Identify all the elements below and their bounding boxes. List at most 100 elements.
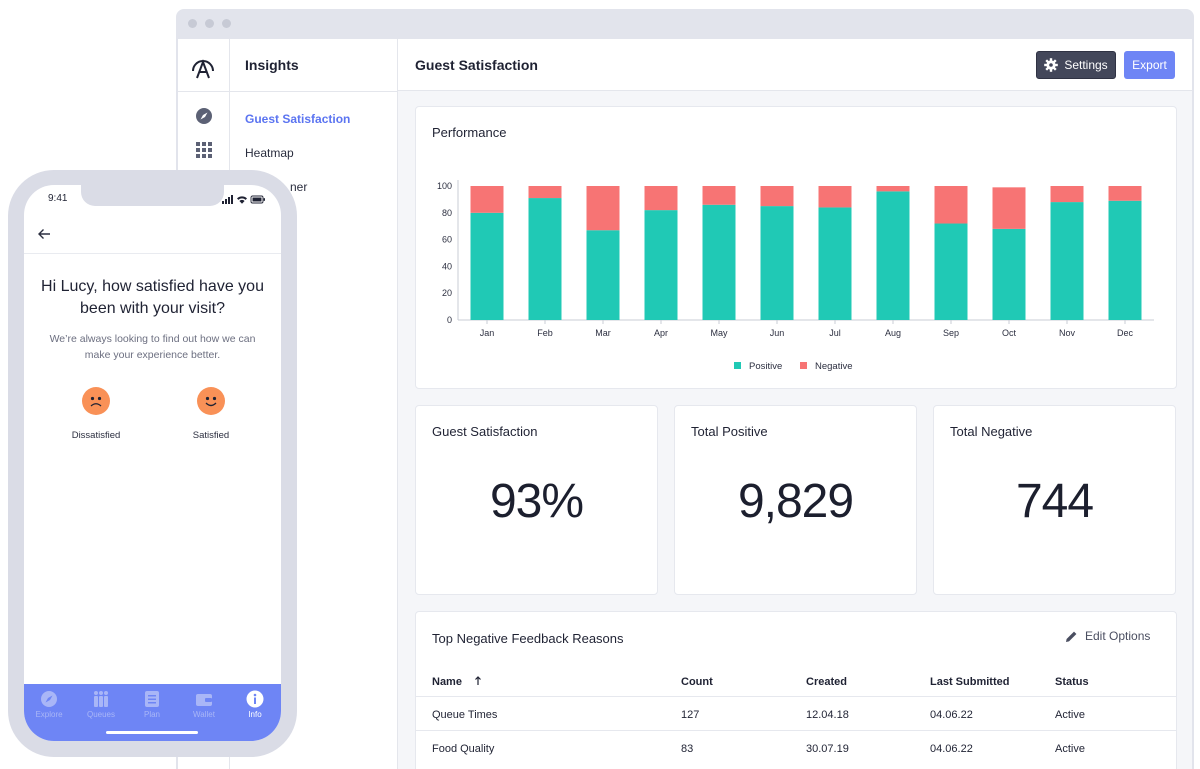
stat-card-total-negative: Total Negative 744 <box>933 405 1176 595</box>
x-tick-label: Oct <box>1002 328 1017 338</box>
export-button[interactable]: Export <box>1124 51 1175 79</box>
signal-icon <box>222 195 233 204</box>
title-bar <box>176 9 1194 39</box>
sad-face-icon[interactable] <box>82 387 110 415</box>
tab-label: Plan <box>143 710 160 719</box>
stat-value: 93% <box>489 475 584 528</box>
bar-positive <box>760 206 794 320</box>
app-body: Insights Guest Satisfaction Heatmap ner … <box>178 39 1192 769</box>
bar-positive <box>992 228 1026 320</box>
bar-negative <box>528 186 562 199</box>
bar-negative <box>934 186 968 224</box>
bar-negative <box>992 187 1026 229</box>
column-header-name[interactable]: Name <box>432 676 482 688</box>
question-subtext: We’re always looking to find out how we … <box>49 333 256 361</box>
logo-icon[interactable] <box>190 51 216 79</box>
arrow-up-icon <box>475 676 481 685</box>
feedback-card: Top Negative Feedback Reasons Edit Optio… <box>415 611 1177 769</box>
bar-negative <box>644 186 678 211</box>
stat-title: Total Positive <box>691 424 768 439</box>
x-tick-label: May <box>710 328 728 338</box>
cell-last-submitted: 04.06.22 <box>930 743 973 755</box>
cell-count: 83 <box>681 743 694 755</box>
x-tick-label: Nov <box>1059 328 1076 338</box>
info-icon <box>246 690 264 708</box>
x-tick-label: Sep <box>943 328 959 338</box>
bar-positive <box>470 212 504 320</box>
phone-frame: 9:41 Hi Lucy, how satisfied have you bee… <box>8 170 297 757</box>
tab-queues[interactable]: Queues <box>81 690 121 719</box>
phone-divider <box>24 253 281 254</box>
x-tick-label: Apr <box>654 328 668 338</box>
performance-title: Performance <box>432 125 507 140</box>
compass-icon <box>41 691 57 707</box>
edit-options-button[interactable]: Edit Options <box>1065 629 1150 643</box>
wallet-icon <box>196 694 212 706</box>
cell-status: Active <box>1055 743 1085 755</box>
legend-swatch-negative <box>800 362 807 369</box>
column-header-count[interactable]: Count <box>681 676 713 688</box>
back-arrow-icon[interactable] <box>37 228 51 240</box>
bar-positive <box>528 198 562 320</box>
bar-positive <box>644 210 678 320</box>
tab-label: Wallet <box>193 710 215 719</box>
tab-info[interactable]: Info <box>235 690 275 719</box>
legend-label-negative: Negative <box>815 361 853 372</box>
y-tick-label: 60 <box>442 235 452 245</box>
x-tick-label: Jun <box>770 328 785 338</box>
sidebar-item-heatmap[interactable]: Heatmap <box>245 146 294 160</box>
bar-positive <box>586 230 620 320</box>
window-dot-close[interactable] <box>188 19 197 28</box>
stat-card-guest-satisfaction: Guest Satisfaction 93% <box>415 405 658 595</box>
table-header: Name Count Created Last Submitted Status <box>416 664 1176 698</box>
list-icon <box>145 691 159 707</box>
cell-created: 12.04.18 <box>806 709 849 721</box>
y-tick-label: 0 <box>447 315 452 325</box>
x-tick-label: Aug <box>885 328 901 338</box>
sidebar-item-guest-satisfaction[interactable]: Guest Satisfaction <box>245 112 351 126</box>
tab-wallet[interactable]: Wallet <box>184 690 224 719</box>
grid-icon[interactable] <box>195 141 213 159</box>
bar-positive <box>934 223 968 320</box>
bar-negative <box>586 186 620 231</box>
tab-label: Explore <box>35 710 63 719</box>
x-tick-label: Dec <box>1117 328 1134 338</box>
main-content: Guest Satisfaction <box>398 39 1192 769</box>
x-tick-label: Feb <box>537 328 553 338</box>
home-indicator <box>106 731 198 734</box>
y-tick-label: 20 <box>442 288 452 298</box>
compass-icon[interactable] <box>195 107 213 125</box>
phone-screen: 9:41 Hi Lucy, how satisfied have you bee… <box>24 185 281 741</box>
window-dot-maximize[interactable] <box>222 19 231 28</box>
bar-negative <box>876 186 910 192</box>
stat-title: Total Negative <box>950 424 1033 439</box>
tab-label: Queues <box>86 710 116 719</box>
cell-count: 127 <box>681 709 700 721</box>
bar-negative <box>702 186 736 205</box>
y-tick-label: 40 <box>442 261 452 271</box>
table-row[interactable]: Queue Times 127 12.04.18 04.06.22 Active <box>416 696 1176 730</box>
tab-explore[interactable]: Explore <box>29 690 69 719</box>
sidebar-item-planner[interactable]: ner <box>290 180 308 194</box>
tab-plan[interactable]: Plan <box>132 690 172 719</box>
option-label-dissatisfied: Dissatisfied <box>71 430 121 441</box>
battery-icon <box>250 195 265 204</box>
window-dot-minimize[interactable] <box>205 19 214 28</box>
stat-value: 744 <box>1015 475 1094 528</box>
app-window: Insights Guest Satisfaction Heatmap ner … <box>176 9 1194 769</box>
performance-card: Performance 0 20 40 60 80 100 Jan Feb Mar Apr May J… <box>415 106 1177 389</box>
column-header-label: Name <box>432 676 462 688</box>
x-tick-label: Jul <box>829 328 841 338</box>
stat-card-total-positive: Total Positive 9,829 <box>674 405 917 595</box>
legend-label-positive: Positive <box>749 361 782 372</box>
settings-button[interactable]: Settings <box>1036 51 1116 79</box>
column-header-last-submitted[interactable]: Last Submitted <box>930 676 1010 688</box>
column-header-status[interactable]: Status <box>1055 676 1089 688</box>
table-row[interactable]: Food Quality 83 30.07.19 04.06.22 Active <box>416 730 1176 764</box>
column-header-created[interactable]: Created <box>806 676 847 688</box>
y-tick-label: 100 <box>437 181 452 191</box>
stat-value: 9,829 <box>737 475 854 528</box>
happy-face-icon[interactable] <box>197 387 225 415</box>
status-icons <box>222 195 265 204</box>
bar-positive <box>702 204 736 320</box>
